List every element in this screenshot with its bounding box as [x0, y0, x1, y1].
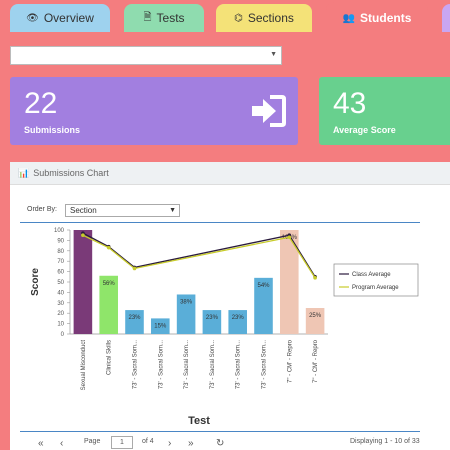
y-tick-label: 100	[54, 228, 65, 234]
chart-bar	[151, 318, 170, 334]
x-tick-label: 73' - Sacral Som...	[210, 340, 216, 389]
last-page-icon[interactable]: »	[188, 438, 194, 449]
x-tick-label: 73' - Sacral Som...	[236, 340, 242, 389]
y-axis-title: Score	[30, 268, 41, 296]
student-select[interactable]: ▼	[10, 46, 282, 65]
tab-overview-label: Overview	[43, 11, 94, 25]
chart-bar	[228, 310, 247, 334]
first-page-icon[interactable]: «	[38, 438, 44, 449]
chart-bar	[202, 310, 222, 334]
chart-bar	[254, 277, 273, 334]
tab-tests[interactable]: 🗎 Tests	[124, 4, 204, 32]
series-point	[287, 235, 292, 240]
bar-value-label: 23%	[128, 315, 141, 321]
y-tick-label: 0	[61, 332, 65, 338]
page-of-label: of 4	[142, 438, 154, 445]
x-tick-label: Sexual Misconduct	[81, 340, 87, 391]
panel-title: Submissions Chart	[33, 168, 109, 178]
tab-sections-label: Sections	[247, 11, 294, 25]
sign-in-icon	[252, 95, 286, 127]
x-tick-label: 73' - Sacral Som...	[158, 340, 164, 389]
panel-header: 📊 Submissions Chart	[10, 162, 450, 185]
series-point	[106, 245, 111, 250]
x-tick-label: 73' - Sacral Som...	[133, 340, 139, 389]
x-tick-label: Clinical Skills	[107, 340, 113, 375]
pager: « ‹ Page 1 of 4 › » ↻ Displaying 1 - 10 …	[20, 436, 440, 450]
document-icon: 🗎	[143, 11, 152, 23]
tab-bar: 👁 Overview 🗎 Tests ⌬ Sections 👥 Students	[0, 0, 450, 34]
x-tick-label: 73' - Sacral Som...	[184, 340, 190, 389]
average-score-label: Average Score	[333, 125, 396, 135]
submissions-count: 22	[24, 87, 58, 120]
y-tick-label: 60	[57, 270, 64, 276]
bar-value-label: 23%	[232, 315, 245, 321]
chart-bar	[125, 310, 144, 334]
chevron-down-icon: ▼	[270, 51, 277, 58]
chart-bar	[176, 294, 196, 334]
y-tick-label: 70	[57, 259, 64, 265]
displaying-count: Displaying 1 - 10 of 33	[350, 438, 420, 445]
y-tick-label: 90	[57, 238, 64, 244]
bar-value-label: 54%	[257, 283, 270, 289]
bar-value-label: 25%	[309, 313, 322, 319]
users-icon: 👥	[342, 12, 356, 24]
x-tick-label: 7" - CM' - Repro	[313, 339, 319, 383]
submissions-label: Submissions	[24, 125, 81, 135]
order-by-label: Order By:	[27, 206, 57, 213]
chart-bar	[305, 308, 325, 334]
x-axis-title: Test	[188, 415, 210, 427]
bar-value-label: 38%	[180, 299, 193, 305]
bar-chart-icon: 📊	[18, 167, 30, 178]
tab-overview[interactable]: 👁 Overview	[10, 4, 110, 32]
legend-label: Program Average	[352, 285, 399, 291]
average-score-card: 43 Average Score	[319, 77, 450, 145]
chart-top-divider	[20, 222, 420, 223]
tab-tests-label: Tests	[156, 11, 185, 25]
chart-bar	[280, 230, 299, 334]
eye-icon: 👁	[26, 12, 39, 24]
page-input[interactable]: 1	[111, 436, 133, 449]
legend-box	[333, 263, 419, 297]
prev-page-icon[interactable]: ‹	[60, 438, 64, 449]
tab-students[interactable]: 👥 Students	[326, 2, 428, 34]
y-tick-label: 10	[57, 322, 64, 328]
bar-value-label: 15%	[154, 323, 167, 329]
submissions-chart-panel: 📊 Submissions Chart Order By: Section ▼ …	[10, 162, 450, 450]
x-tick-label: 7" - CM' - Repro	[287, 339, 293, 383]
x-tick-label: 73' - Sacral Som...	[262, 340, 268, 389]
refresh-icon[interactable]: ↻	[216, 438, 225, 449]
next-page-icon[interactable]: ›	[168, 438, 172, 449]
tab-students-label: Students	[360, 11, 412, 25]
y-tick-label: 30	[57, 301, 64, 307]
bar-value-label: 56%	[103, 281, 116, 287]
chart-bottom-divider	[20, 431, 420, 432]
y-tick-label: 50	[57, 280, 64, 286]
series-point	[313, 276, 317, 280]
sitemap-icon: ⌬	[234, 12, 243, 24]
legend-label: Class Average	[352, 272, 391, 278]
chevron-down-icon: ▼	[169, 207, 176, 214]
chart-bar	[99, 275, 118, 334]
chart-bar	[73, 230, 93, 334]
submissions-card: 22 Submissions	[10, 77, 298, 145]
submissions-chart: 0 10 20 30 40 50 60 70 80 90 100 56% 23% 15% 38% 23% 23%…	[30, 228, 419, 427]
order-by-value: Section	[70, 206, 97, 215]
y-tick-label: 40	[57, 290, 64, 296]
series-point	[132, 266, 137, 271]
average-score-value: 43	[333, 87, 367, 120]
page-label: Page	[84, 438, 101, 445]
y-tick-label: 20	[57, 311, 64, 317]
y-tick-label: 80	[57, 249, 64, 255]
bar-value-label: 23%	[206, 315, 219, 321]
order-by-select[interactable]: Section ▼	[65, 204, 180, 217]
tab-extra[interactable]	[442, 4, 450, 32]
series-point	[81, 233, 85, 237]
tab-sections[interactable]: ⌬ Sections	[216, 4, 312, 32]
